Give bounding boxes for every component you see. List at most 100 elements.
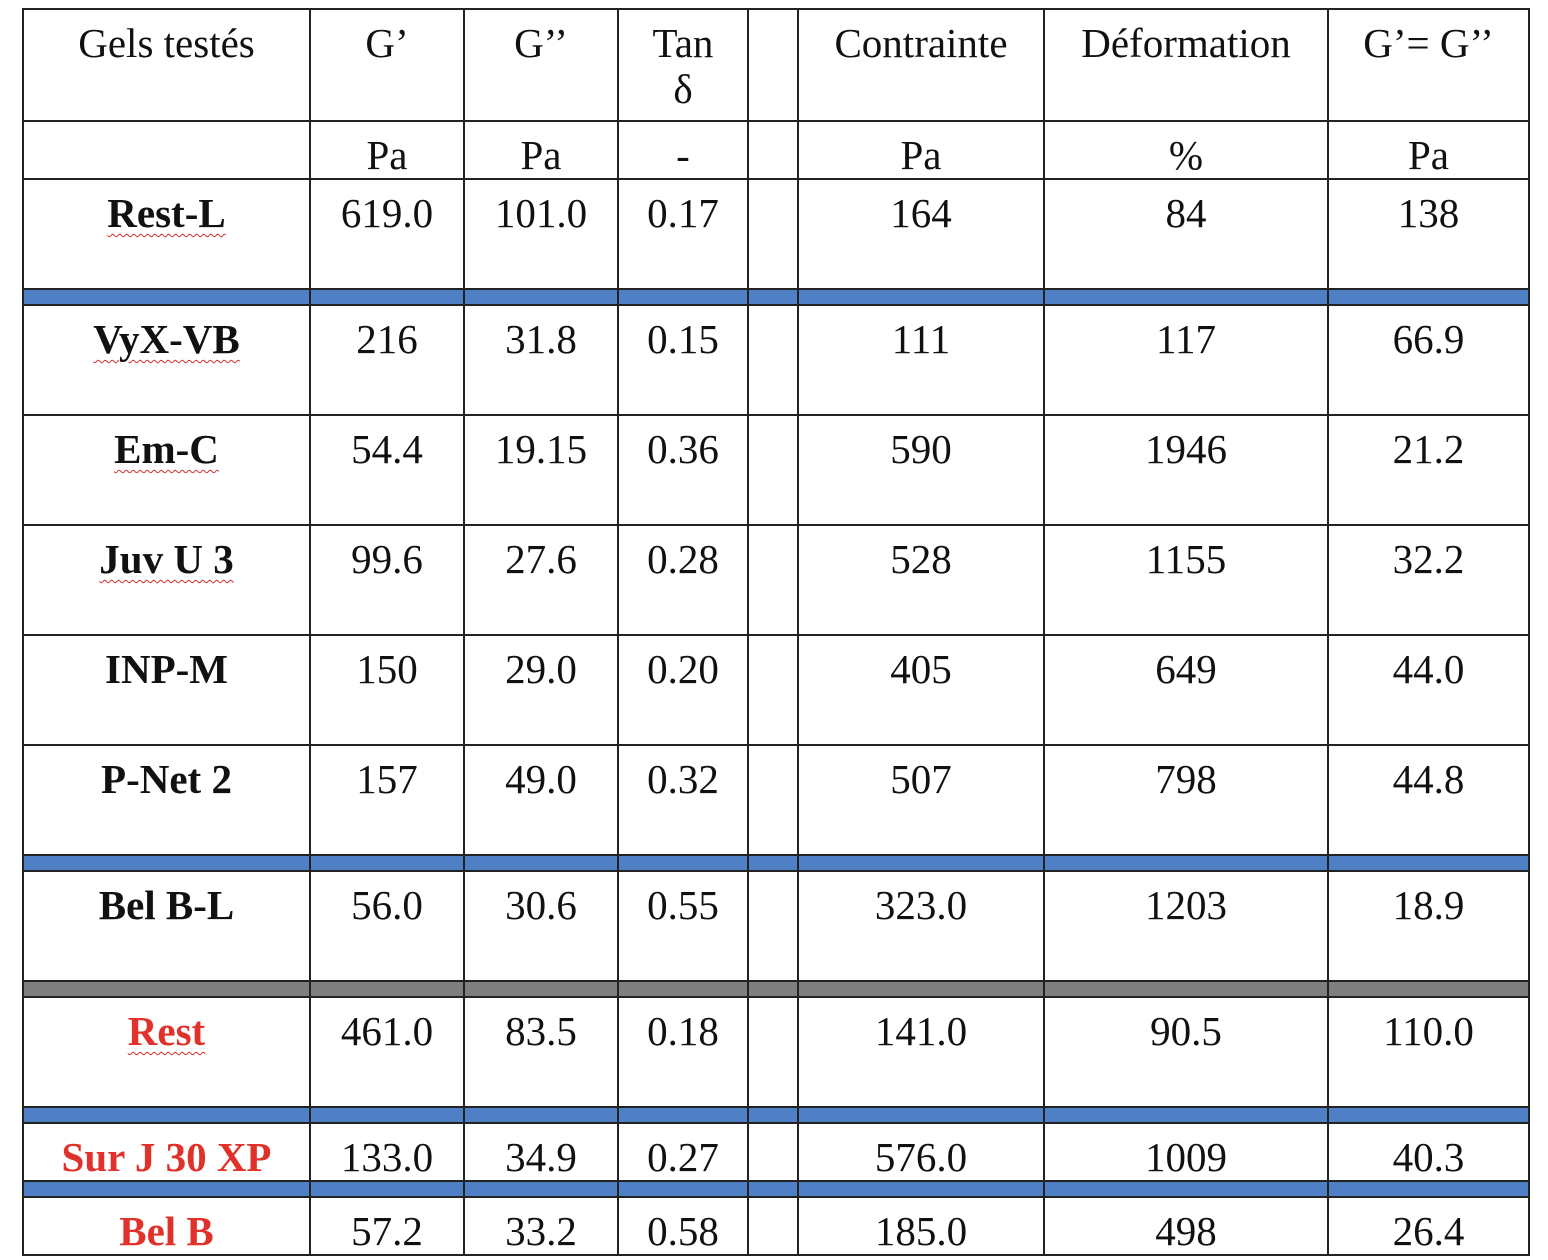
value-cell-text: 216	[356, 316, 418, 362]
value-cell-text: 83.5	[505, 1008, 577, 1054]
empty-cell	[747, 1106, 799, 1124]
value-cell: 117	[1043, 304, 1329, 416]
unit-cell: Pa	[463, 120, 619, 180]
header-cell: Déformation	[1043, 8, 1329, 122]
row-name: Em-C	[22, 414, 311, 526]
value-cell: 0.15	[617, 304, 749, 416]
data-row: Rest-L 619.0 101.0 0.17 164 84 138	[22, 178, 1530, 290]
row-name: Sur J 30 XP	[22, 1122, 311, 1182]
value-cell: 216	[309, 304, 465, 416]
header-cell: G’’	[463, 8, 619, 122]
value-cell: 84	[1043, 178, 1329, 290]
unit-cell: Pa	[309, 120, 465, 180]
unit-cell-text: Pa	[900, 132, 942, 178]
empty-cell	[747, 178, 799, 290]
value-cell: 83.5	[463, 996, 619, 1108]
empty-cell	[1043, 854, 1329, 872]
value-cell-text: 576.0	[874, 1134, 968, 1180]
separator	[22, 1106, 1530, 1124]
value-cell-text: 0.58	[647, 1208, 719, 1254]
header-cell-text: G’= G’’	[1363, 20, 1494, 66]
value-cell: 0.18	[617, 996, 749, 1108]
empty-cell	[617, 1180, 749, 1198]
empty-cell	[797, 1106, 1045, 1124]
value-cell: 26.4	[1327, 1196, 1530, 1256]
empty-cell	[1327, 1106, 1530, 1124]
value-cell-text: 34.9	[505, 1134, 577, 1180]
empty-cell	[747, 1180, 799, 1198]
empty-cell	[747, 870, 799, 982]
value-cell: 0.32	[617, 744, 749, 856]
empty-cell	[1043, 1180, 1329, 1198]
row-name: Bel B	[22, 1196, 311, 1256]
value-cell: 27.6	[463, 524, 619, 636]
separator	[22, 854, 1530, 872]
empty-cell	[463, 980, 619, 998]
row-name-text: Rest-L	[107, 190, 226, 236]
value-cell-text: 90.5	[1150, 1008, 1222, 1054]
value-cell-text: 0.27	[647, 1134, 719, 1180]
unit-cell-text: Pa	[520, 132, 562, 178]
value-cell-text: 117	[1156, 316, 1216, 362]
value-cell-text: 1155	[1145, 536, 1227, 582]
header-cell: Gels testés	[22, 8, 311, 122]
value-cell-text: 110.0	[1383, 1008, 1474, 1054]
empty-cell	[747, 414, 799, 526]
value-cell: 0.36	[617, 414, 749, 526]
row-name: Bel B-L	[22, 870, 311, 982]
unit-cell: -	[617, 120, 749, 180]
data-row: Bel B 57.2 33.2 0.58 185.0 498 26.4	[22, 1196, 1530, 1256]
value-cell-text: 27.6	[505, 536, 577, 582]
value-cell: 30.6	[463, 870, 619, 982]
value-cell: 1009	[1043, 1122, 1329, 1182]
value-cell: 0.55	[617, 870, 749, 982]
value-cell-text: 150	[356, 646, 418, 692]
value-cell-text: 0.18	[647, 1008, 719, 1054]
value-cell: 111	[797, 304, 1045, 416]
row-name: P-Net 2	[22, 744, 311, 856]
header-cell-text: Gels testés	[78, 20, 255, 66]
value-cell-text: 498	[1155, 1208, 1217, 1254]
empty-cell	[1043, 288, 1329, 306]
value-cell-text: 133.0	[340, 1134, 434, 1180]
value-cell: 164	[797, 178, 1045, 290]
value-cell-text: 0.36	[647, 426, 719, 472]
value-cell: 56.0	[309, 870, 465, 982]
row-name-text: VyX-VB	[93, 316, 240, 362]
empty-cell	[797, 288, 1045, 306]
value-cell: 110.0	[1327, 996, 1530, 1108]
value-cell-text: 99.6	[351, 536, 423, 582]
value-cell-text: 44.8	[1392, 756, 1465, 802]
value-cell: 498	[1043, 1196, 1329, 1256]
value-cell: 590	[797, 414, 1045, 526]
row-name-text: P-Net 2	[101, 756, 232, 802]
value-cell: 157	[309, 744, 465, 856]
unit-cell-text: %	[1168, 132, 1204, 178]
value-cell: 57.2	[309, 1196, 465, 1256]
empty-cell	[22, 288, 311, 306]
empty-cell	[1327, 854, 1530, 872]
separator	[22, 288, 1530, 306]
empty-cell	[747, 1122, 799, 1182]
value-cell-text: 528	[890, 536, 952, 582]
value-cell-text: 649	[1155, 646, 1217, 692]
data-row: Sur J 30 XP 133.0 34.9 0.27 576.0 1009 40.3	[22, 1122, 1530, 1182]
value-cell-text: 157	[356, 756, 418, 802]
separator	[22, 1180, 1530, 1198]
value-cell-text: 66.9	[1392, 316, 1465, 362]
value-cell-text: 0.32	[647, 756, 719, 802]
value-cell: 185.0	[797, 1196, 1045, 1256]
value-cell-text: 185.0	[874, 1208, 968, 1254]
empty-cell	[747, 744, 799, 856]
value-cell-text: 405	[890, 646, 952, 692]
empty-cell	[1043, 1106, 1329, 1124]
value-cell-text: 29.0	[505, 646, 577, 692]
row-name: Rest	[22, 996, 311, 1108]
empty-cell	[463, 1180, 619, 1198]
value-cell-text: 31.8	[505, 316, 577, 362]
unit-cell-text: -	[676, 132, 690, 178]
value-cell-text: 101.0	[494, 190, 588, 236]
empty-cell	[617, 980, 749, 998]
data-row: INP-M 150 29.0 0.20 405 649 44.0	[22, 634, 1530, 746]
